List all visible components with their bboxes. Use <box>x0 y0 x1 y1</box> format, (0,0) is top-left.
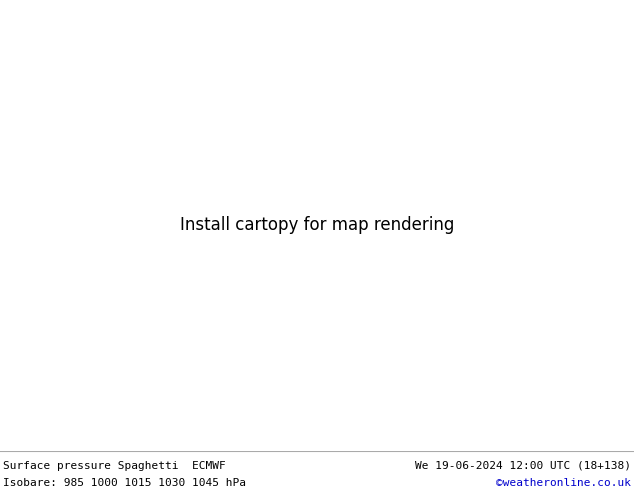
Text: We 19-06-2024 12:00 UTC (18+138): We 19-06-2024 12:00 UTC (18+138) <box>415 461 631 470</box>
Text: Install cartopy for map rendering: Install cartopy for map rendering <box>180 217 454 234</box>
Text: ©weatheronline.co.uk: ©weatheronline.co.uk <box>496 478 631 488</box>
Text: Surface pressure Spaghetti  ECMWF: Surface pressure Spaghetti ECMWF <box>3 461 226 470</box>
Text: Isobare: 985 1000 1015 1030 1045 hPa: Isobare: 985 1000 1015 1030 1045 hPa <box>3 478 246 488</box>
